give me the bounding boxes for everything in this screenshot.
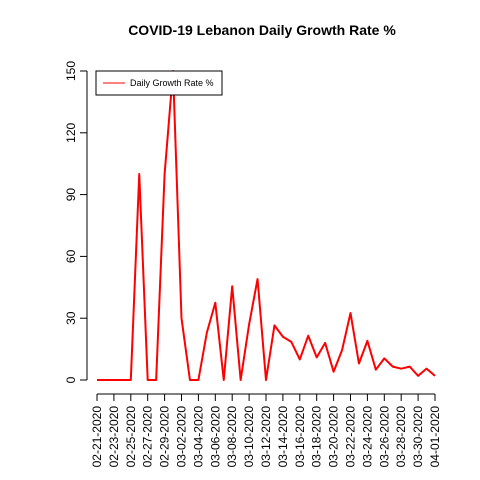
data-point — [366, 340, 368, 342]
data-point — [240, 379, 242, 381]
x-tick-label: 03-02-2020 — [175, 406, 189, 468]
data-point — [214, 302, 216, 304]
legend-label-daily-growth-rate: Daily Growth Rate % — [130, 78, 214, 88]
data-point — [383, 357, 385, 359]
data-point — [223, 379, 225, 381]
data-point — [426, 368, 428, 370]
chart-title: COVID-19 Lebanon Daily Growth Rate % — [128, 22, 396, 38]
legend: Daily Growth Rate % — [95, 70, 223, 96]
data-point — [147, 379, 149, 381]
x-tick-label: 03-24-2020 — [360, 406, 374, 468]
plot-area — [96, 70, 436, 381]
data-point — [434, 375, 436, 377]
data-point — [375, 369, 377, 371]
data-point — [341, 349, 343, 351]
data-point — [164, 173, 166, 175]
data-point — [392, 366, 394, 368]
data-point — [257, 278, 259, 280]
x-tick-label: 03-14-2020 — [276, 406, 290, 468]
data-point — [324, 342, 326, 344]
x-tick-label: 02-29-2020 — [158, 406, 172, 468]
data-point — [189, 379, 191, 381]
data-point — [231, 285, 233, 287]
x-axis: 02-21-2020 02-23-2020 02-25-2020 02-27-2020… — [90, 393, 442, 468]
y-tick-label: 120 — [64, 122, 78, 142]
x-tick-label: 02-23-2020 — [107, 406, 121, 468]
y-tick-label: 150 — [64, 61, 78, 81]
x-tick-label: 03-20-2020 — [327, 406, 341, 468]
y-tick-label: 60 — [64, 249, 78, 263]
x-tick-label: 03-10-2020 — [242, 406, 256, 468]
x-tick-label: 03-18-2020 — [310, 406, 324, 468]
data-point — [121, 379, 123, 381]
data-point — [400, 368, 402, 370]
series-line-daily-growth-rate — [97, 70, 436, 381]
x-tick-label: 03-30-2020 — [411, 406, 425, 468]
data-point — [248, 323, 250, 325]
x-tick-label: 03-22-2020 — [344, 406, 358, 468]
x-tick-label: 02-25-2020 — [124, 406, 138, 468]
data-point — [417, 375, 419, 377]
data-point — [138, 173, 140, 175]
data-point — [299, 358, 301, 360]
x-tick-label: 03-08-2020 — [225, 406, 239, 468]
y-tick-label: 30 — [64, 311, 78, 325]
data-point — [181, 317, 183, 319]
x-tick-label: 03-12-2020 — [259, 406, 273, 468]
data-point — [273, 324, 275, 326]
y-axis: 0 30 60 90 120 150 — [64, 61, 88, 383]
x-tick-label: 03-04-2020 — [191, 406, 205, 468]
data-point — [307, 335, 309, 337]
x-tick-label: 03-28-2020 — [394, 406, 408, 468]
data-point — [282, 336, 284, 338]
x-tick-label: 03-26-2020 — [377, 406, 391, 468]
x-tick-label: 02-21-2020 — [90, 406, 104, 468]
data-point — [316, 356, 318, 358]
data-point — [350, 312, 352, 314]
y-tick-label: 90 — [64, 188, 78, 202]
x-tick-label: 03-16-2020 — [293, 406, 307, 468]
x-tick-label: 04-01-2020 — [428, 406, 442, 468]
data-point — [130, 379, 132, 381]
data-point — [96, 379, 98, 381]
data-point — [358, 363, 360, 365]
x-tick-label: 03-06-2020 — [208, 406, 222, 468]
data-point — [409, 366, 411, 368]
data-point — [333, 371, 335, 373]
data-point — [197, 379, 199, 381]
data-point — [265, 379, 267, 381]
x-tick-label: 02-27-2020 — [141, 406, 155, 468]
data-point — [155, 379, 157, 381]
data-point — [104, 379, 106, 381]
y-tick-label: 0 — [64, 376, 78, 383]
data-point — [113, 379, 115, 381]
data-point — [206, 332, 208, 334]
data-point — [290, 341, 292, 343]
